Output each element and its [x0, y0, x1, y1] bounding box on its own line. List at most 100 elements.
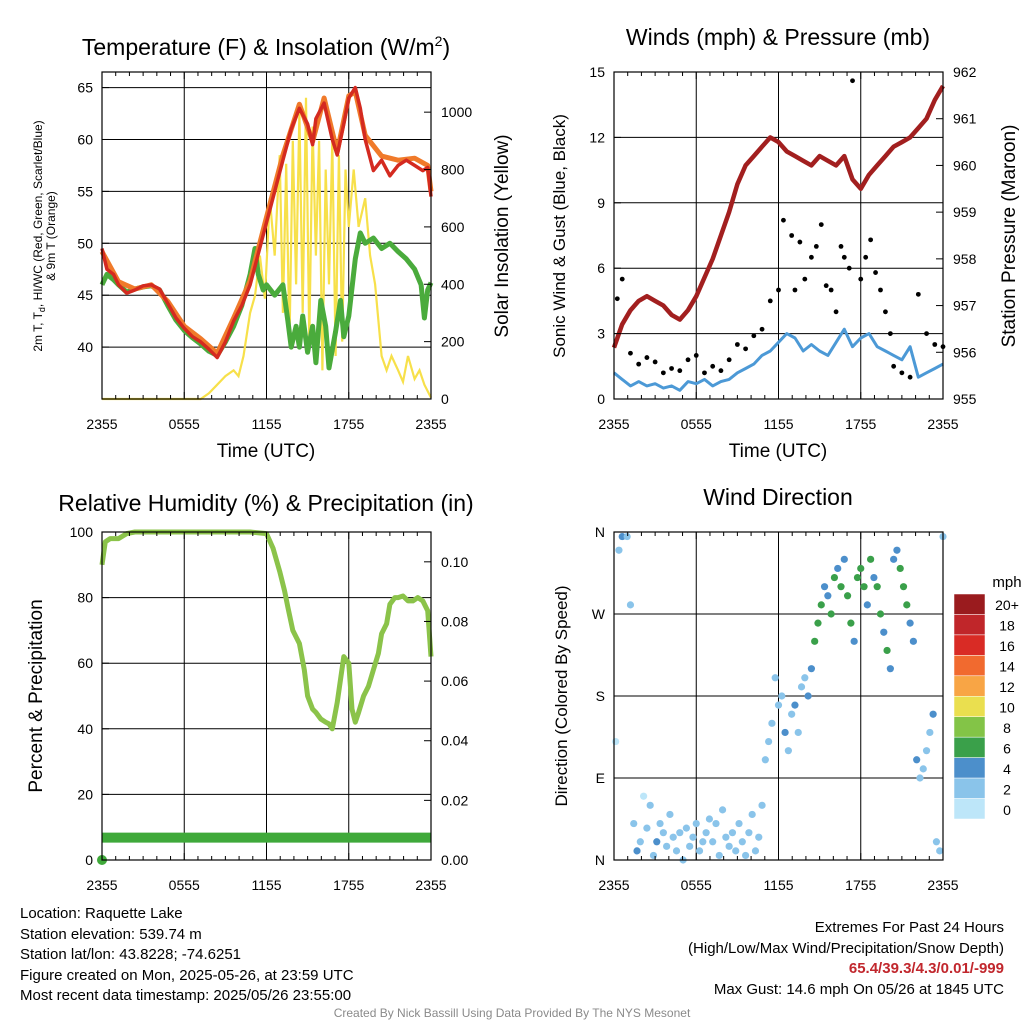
y-tick-label: N	[595, 852, 605, 868]
direction-point	[909, 637, 917, 645]
y2-tick-label: 961	[953, 111, 977, 127]
humidity-grid	[102, 532, 431, 860]
direction-point	[847, 619, 855, 627]
direction-point	[824, 592, 832, 600]
humidity-ylabel: Percent & Precipitation	[26, 599, 47, 792]
direction-point	[784, 747, 792, 755]
station-info-line: Most recent data timestamp: 2025/05/26 2…	[20, 987, 352, 1004]
y2-tick-label: 0.10	[441, 554, 468, 570]
y-tick-label: 20	[77, 786, 93, 802]
y-tick-label: 45	[77, 287, 93, 303]
direction-point	[936, 847, 944, 855]
direction-point	[860, 583, 868, 591]
gust-point	[823, 283, 829, 289]
humidity-panel: Relative Humidity (%) & Precipitation (i…	[26, 490, 474, 893]
direction-point	[876, 610, 885, 618]
gust-point	[887, 331, 893, 336]
temperature-axes: 2355 0555 1155 1755 2355 40 45 50 55 60 65 0 200 400 6…	[77, 72, 472, 432]
sonic-wind-line	[613, 327, 944, 392]
credit-line: Created By Nick Bassill Using Data Provi…	[333, 1006, 691, 1020]
legend-label: 14	[999, 659, 1015, 675]
direction-point	[682, 824, 690, 832]
direction-point	[916, 774, 924, 782]
extremes-title: Extremes For Past 24 Hours	[814, 919, 1004, 936]
y2-tick-label: 0.02	[441, 792, 468, 808]
legend-unit: mph	[992, 574, 1021, 591]
y-tick-label: 3	[597, 326, 605, 342]
direction-point	[626, 601, 635, 609]
x-tick-label: 2355	[86, 877, 117, 893]
y-tick-label: S	[596, 688, 605, 704]
legend-label: 2	[1003, 781, 1011, 797]
direction-point	[765, 737, 773, 746]
direction-point	[653, 838, 661, 846]
gust-point	[828, 287, 834, 293]
direction-point	[732, 847, 740, 855]
direction-series	[612, 532, 947, 864]
direction-point	[768, 719, 776, 727]
direction-point	[761, 756, 769, 764]
legend-swatch	[953, 675, 986, 697]
direction-point	[686, 842, 694, 850]
y2-tick-label: 0.04	[441, 733, 468, 749]
gust-point	[899, 370, 905, 376]
gust-point	[743, 346, 748, 352]
direction-point	[738, 838, 746, 846]
gust-point	[636, 361, 642, 367]
direction-point	[827, 610, 835, 618]
y-tick-label: 40	[77, 339, 93, 355]
direction-point	[689, 833, 697, 841]
direction-point	[659, 829, 667, 837]
winds-series	[611, 78, 946, 392]
station-info-line: Station lat/lon: 43.8228; -74.6251	[20, 946, 242, 963]
y2-tick-label: 800	[441, 162, 465, 178]
station-info: Location: Raquette Lake Station elevation…	[20, 904, 354, 1007]
legend-swatch	[953, 736, 986, 758]
y2-tick-label: 955	[953, 391, 977, 407]
gust-point	[841, 254, 847, 260]
y2-tick-label: 200	[441, 334, 465, 350]
humidity-series	[97, 529, 434, 865]
direction-point	[801, 674, 809, 682]
direction-point	[929, 710, 937, 718]
gust-point	[802, 276, 808, 282]
legend-swatch	[953, 634, 986, 656]
gust-point	[614, 296, 620, 302]
direction-point	[699, 838, 707, 846]
y2-tick-label: 960	[953, 157, 977, 173]
x-tick-label: 2355	[415, 877, 446, 893]
gust-point	[838, 244, 844, 249]
humidity-axes: 2355 0555 1155 1755 2355 0 20 40 60 80 100 0.00 0.02…	[70, 524, 469, 893]
direction-point	[630, 819, 638, 828]
direction-point	[804, 692, 812, 700]
legend-swatch	[953, 777, 986, 799]
max-gust: Max Gust: 14.6 mph On 05/26 at 1845 UTC	[713, 980, 1004, 998]
direction-point	[926, 728, 934, 737]
gust-point	[868, 237, 874, 243]
gust-point	[891, 363, 897, 369]
direction-point	[623, 532, 631, 541]
winds-panel: Winds (mph) & Pressure (mb) 2355 0555 1155…	[550, 24, 1020, 462]
y2-tick-label: 1000	[441, 104, 472, 120]
direction-point	[636, 838, 644, 846]
gust-point	[677, 368, 683, 374]
direction-point	[663, 842, 671, 850]
direction-point	[771, 674, 779, 682]
gust-point	[628, 350, 633, 356]
legend-swatch	[953, 798, 986, 820]
temperature-ylabel: 2m T, Td, HI/WC (Red, Green, Scarlet/Blu…	[31, 120, 58, 351]
x-tick-label: 0555	[681, 416, 712, 432]
direction-point	[755, 833, 763, 841]
gust-point	[652, 359, 658, 365]
legend-swatch	[953, 593, 986, 615]
gust-point	[781, 217, 786, 223]
temperature-line	[100, 85, 433, 360]
y-tick-label: 55	[77, 183, 93, 199]
direction-point	[774, 701, 783, 709]
direction-title: Wind Direction	[703, 484, 853, 510]
legend-swatch	[953, 655, 986, 677]
direction-point	[751, 847, 760, 855]
legend-swatch	[953, 716, 986, 738]
winds-y2label: Station Pressure (Maroon)	[999, 125, 1020, 348]
legend-label: 6	[1003, 740, 1011, 756]
